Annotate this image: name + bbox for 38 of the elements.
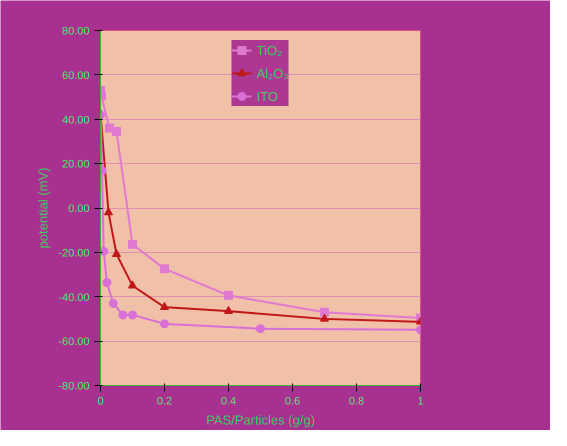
point — [118, 310, 128, 320]
y-tick-label: -60.00 — [58, 336, 90, 348]
point — [100, 246, 108, 256]
point — [160, 302, 169, 310]
x-tick-label: 0.2 — [156, 396, 172, 408]
x-tick-label: 0.4 — [220, 396, 236, 408]
legend-label: TiO₂ — [256, 42, 282, 58]
point — [102, 278, 112, 288]
point — [320, 314, 329, 322]
legend-label: Al₂O₃ — [256, 66, 289, 80]
point — [112, 249, 121, 257]
point — [224, 290, 233, 300]
point — [128, 310, 137, 320]
y-tick-label: -80.00 — [58, 380, 90, 392]
y-tick-label: 20.00 — [62, 158, 90, 171]
point — [256, 324, 265, 334]
y-tick-label: -40.00 — [58, 292, 90, 304]
point — [320, 308, 329, 317]
legend-label: ITO — [256, 88, 278, 104]
point — [112, 126, 121, 136]
point — [104, 207, 113, 216]
x-tick-label: 0.6 — [284, 396, 300, 408]
x-tick-label: 0 — [97, 396, 104, 408]
point — [108, 298, 118, 308]
x-axis-title: PAS/Particles (g/g) — [206, 412, 315, 428]
y-tick-label: 80.00 — [62, 26, 90, 38]
point — [224, 306, 233, 314]
x-tick-label: 1 — [417, 396, 424, 408]
point — [128, 280, 137, 288]
y-tick-label: 60.00 — [62, 70, 90, 82]
point — [160, 264, 169, 274]
point — [128, 240, 137, 249]
y-tick-label: 0.00 — [68, 203, 90, 215]
point — [160, 319, 169, 328]
x-tick-label: 0.8 — [348, 396, 364, 408]
y-axis-title: potential (mV) — [35, 168, 50, 248]
y-tick-label: 40.00 — [62, 114, 90, 126]
y-tick-label: -20.00 — [58, 247, 90, 260]
